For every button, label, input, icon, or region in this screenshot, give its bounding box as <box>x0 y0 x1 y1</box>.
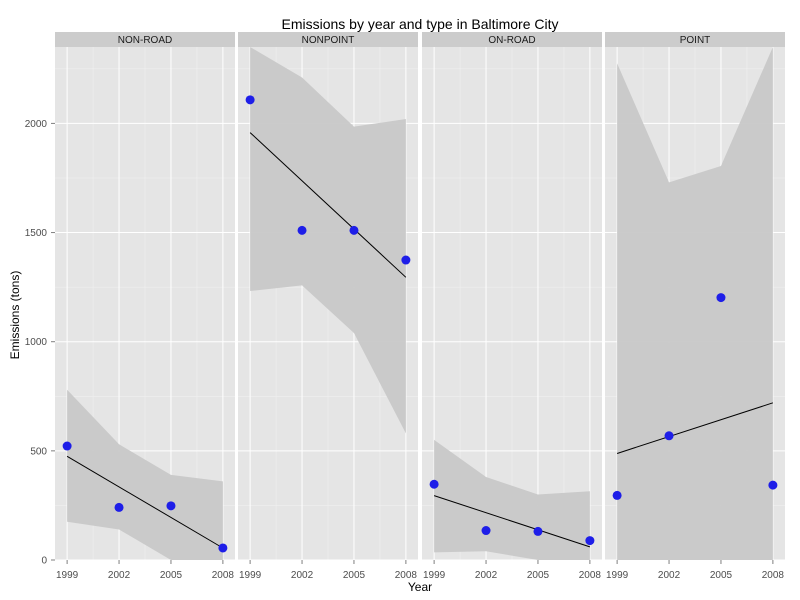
data-point <box>114 502 124 512</box>
panel-plot-area <box>62 389 228 560</box>
x-tick-label: 1999 <box>239 570 262 581</box>
data-point <box>429 479 439 489</box>
y-tick-label: 1500 <box>25 228 48 239</box>
data-point <box>533 526 543 536</box>
x-tick-label: 1999 <box>56 570 79 581</box>
x-tick-label: 2005 <box>343 570 366 581</box>
facet-strip-label: NON-ROAD <box>118 35 172 46</box>
y-axis: 0 500 1000 1500 2000 <box>25 119 55 567</box>
data-point <box>349 225 359 235</box>
facet-panel-point: POINT 1999 2002 2005 2008 <box>605 32 785 581</box>
data-point <box>716 293 726 303</box>
facet-strip-label: ON-ROAD <box>488 35 535 46</box>
x-tick-label: 2008 <box>395 570 418 581</box>
data-point <box>481 526 491 536</box>
facet-strip <box>55 32 235 47</box>
panel-plot-area <box>245 47 411 434</box>
x-tick-label: 2002 <box>658 570 681 581</box>
facet-strip-label: POINT <box>680 35 711 46</box>
data-point <box>166 501 176 511</box>
facet-panel-non-road: NON-ROAD 1999 2002 2005 2008 <box>55 32 235 581</box>
data-point <box>245 95 255 105</box>
x-axis-label: Year <box>408 580 432 594</box>
x-tick-label: 1999 <box>606 570 629 581</box>
x-tick-label: 2008 <box>579 570 602 581</box>
data-point <box>612 490 622 500</box>
y-tick-label: 2000 <box>25 119 48 130</box>
x-tick-label: 2008 <box>212 570 235 581</box>
y-axis-label: Emissions (tons) <box>8 271 22 360</box>
y-tick-label: 1000 <box>25 337 48 348</box>
x-tick-label: 2005 <box>710 570 733 581</box>
confidence-band <box>67 389 223 560</box>
facet-strip <box>422 32 602 47</box>
data-point <box>768 480 778 490</box>
x-tick-label: 2002 <box>475 570 498 581</box>
trend-line <box>433 495 591 548</box>
x-tick-label: 2005 <box>527 570 550 581</box>
data-point <box>585 536 595 546</box>
confidence-band <box>434 439 590 560</box>
facet-panel-nonpoint: NONPOINT 1999 2002 2005 2008 <box>238 32 418 581</box>
y-tick-label: 0 <box>41 556 47 567</box>
data-point <box>664 431 674 441</box>
facet-strip <box>238 32 418 47</box>
data-point <box>297 225 307 235</box>
data-point <box>218 543 228 553</box>
data-point <box>401 255 411 265</box>
panel-plot-area <box>612 47 778 560</box>
x-tick-label: 2002 <box>108 570 131 581</box>
y-tick-label: 500 <box>30 446 47 457</box>
trend-line <box>249 132 407 278</box>
facet-panel-on-road: ON-ROAD 1999 2002 2005 2008 <box>422 32 602 581</box>
trend-line <box>66 455 224 549</box>
facet-strip <box>605 32 785 47</box>
confidence-band <box>617 47 773 560</box>
data-point <box>62 441 72 451</box>
confidence-band <box>250 47 406 434</box>
chart-title: Emissions by year and type in Baltimore … <box>282 16 559 32</box>
panel-plot-area <box>429 439 595 560</box>
x-tick-label: 2005 <box>160 570 183 581</box>
facet-strip-label: NONPOINT <box>302 35 355 46</box>
x-tick-label: 1999 <box>423 570 446 581</box>
panels-layer: NON-ROAD 1999 2002 2005 2008 NONPOINT 1999 2002… <box>55 32 785 581</box>
x-tick-label: 2002 <box>291 570 314 581</box>
x-tick-label: 2008 <box>762 570 785 581</box>
trend-line <box>616 402 774 454</box>
